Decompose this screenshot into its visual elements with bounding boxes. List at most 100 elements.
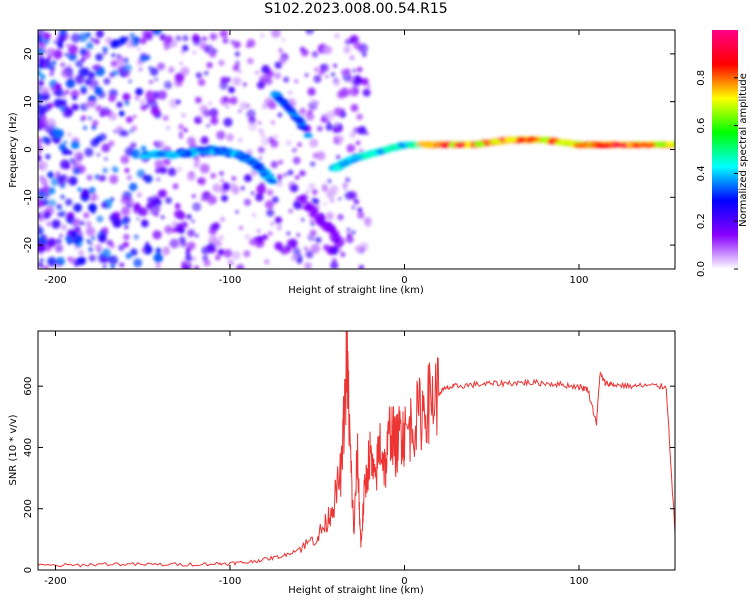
noise-blob <box>80 115 87 121</box>
noise-blob <box>204 44 214 55</box>
noise-blob <box>332 78 341 87</box>
noise-blob <box>109 213 118 223</box>
noise-blob <box>102 46 109 53</box>
noise-blob <box>108 255 119 266</box>
noise-blob <box>274 134 279 139</box>
early-ridge-blob <box>257 167 267 172</box>
noise-blob <box>168 66 175 73</box>
snr-y-tick-label: 600 <box>23 377 34 396</box>
colorbar-ticks: 0.0 0.2 0.4 0.6 0.8 <box>696 70 738 277</box>
noise-blob <box>362 52 367 58</box>
noise-blob <box>232 76 242 86</box>
noise-blob <box>111 53 116 58</box>
noise-blob <box>336 155 341 160</box>
early-ridge-blob <box>267 177 273 182</box>
early-ridge-blob <box>169 154 177 159</box>
noise-blob <box>246 109 256 119</box>
noise-blob <box>73 218 81 226</box>
noise-blob <box>315 100 319 105</box>
noise-blob <box>178 124 184 130</box>
noise-blob <box>124 225 129 230</box>
noise-blob <box>183 128 188 133</box>
noise-blob <box>237 266 242 269</box>
noise-blob <box>93 38 100 45</box>
snr-y-ticks: 0 200 400 600 <box>23 377 675 573</box>
noise-blob <box>70 140 80 150</box>
noise-blob <box>191 194 196 199</box>
noise-blob <box>110 264 115 269</box>
noise-blob <box>352 127 360 134</box>
noise-blob <box>298 256 303 261</box>
noise-blob <box>334 32 340 39</box>
spectrogram-x-label: Height of straight line (km) <box>288 285 424 296</box>
noise-blob <box>194 158 201 166</box>
carrier-ridge-blob <box>366 151 378 157</box>
snr-x-label: Height of straight line (km) <box>288 585 424 596</box>
noise-blob <box>102 226 108 233</box>
noise-blob <box>356 66 363 73</box>
noise-blob <box>162 115 169 121</box>
noise-blob <box>290 254 298 262</box>
noise-blob <box>258 128 264 133</box>
carrier-ridge-blob <box>448 142 456 148</box>
noise-blob <box>136 217 140 221</box>
early-ridge-blob <box>251 164 262 169</box>
noise-blob <box>243 174 252 183</box>
noise-blob <box>337 135 345 143</box>
carrier-ridge-blob <box>390 144 399 150</box>
noise-blob <box>269 221 275 227</box>
noise-blob <box>213 113 218 118</box>
noise-blob <box>326 119 331 124</box>
noise-blob <box>314 67 319 72</box>
noise-blob <box>109 39 119 49</box>
noise-blob <box>158 140 165 148</box>
noise-blob <box>59 233 63 238</box>
spectrogram-heatmap <box>38 30 675 269</box>
noise-blob <box>353 198 360 205</box>
noise-blob <box>109 242 115 249</box>
noise-blob <box>307 87 316 96</box>
noise-blob <box>88 254 96 262</box>
noise-blob <box>109 197 115 202</box>
noise-blob <box>149 67 159 76</box>
noise-blob <box>315 236 322 244</box>
noise-blob <box>90 196 96 202</box>
noise-blob <box>256 184 267 195</box>
carrier-ridge-blob <box>665 141 674 147</box>
noise-blob <box>274 61 283 69</box>
noise-blob <box>38 56 46 65</box>
noise-blob <box>325 66 329 71</box>
noise-blob <box>138 67 143 72</box>
noise-blob <box>351 230 356 235</box>
noise-blob <box>246 44 250 48</box>
noise-blob <box>179 212 186 219</box>
noise-blob <box>286 231 291 236</box>
noise-blob <box>104 107 109 111</box>
noise-blob <box>153 253 164 263</box>
noise-blob <box>181 113 186 118</box>
noise-blob <box>270 139 279 148</box>
noise-blob <box>255 193 264 202</box>
spectrogram-y-tick-label: -10 <box>23 189 34 205</box>
noise-blob <box>327 179 332 184</box>
noise-blob <box>38 69 42 76</box>
snr-y-tick-label: 0 <box>23 567 34 573</box>
noise-blob <box>304 262 312 269</box>
noise-blob <box>325 211 334 221</box>
noise-blob <box>39 107 47 115</box>
noise-blob <box>102 50 108 56</box>
noise-blob <box>300 48 309 57</box>
noise-blob <box>310 221 315 227</box>
noise-blob <box>90 236 96 241</box>
noise-blob <box>39 119 49 129</box>
snr-y-tick-label: 200 <box>23 499 34 518</box>
noise-blob <box>186 262 190 266</box>
noise-blob <box>305 250 314 259</box>
noise-blob <box>239 225 243 230</box>
noise-blob <box>132 202 141 211</box>
noise-blob <box>119 68 123 72</box>
noise-blob <box>88 246 94 253</box>
noise-blob <box>343 187 348 191</box>
noise-blob <box>277 174 283 180</box>
noise-blob <box>310 161 316 167</box>
